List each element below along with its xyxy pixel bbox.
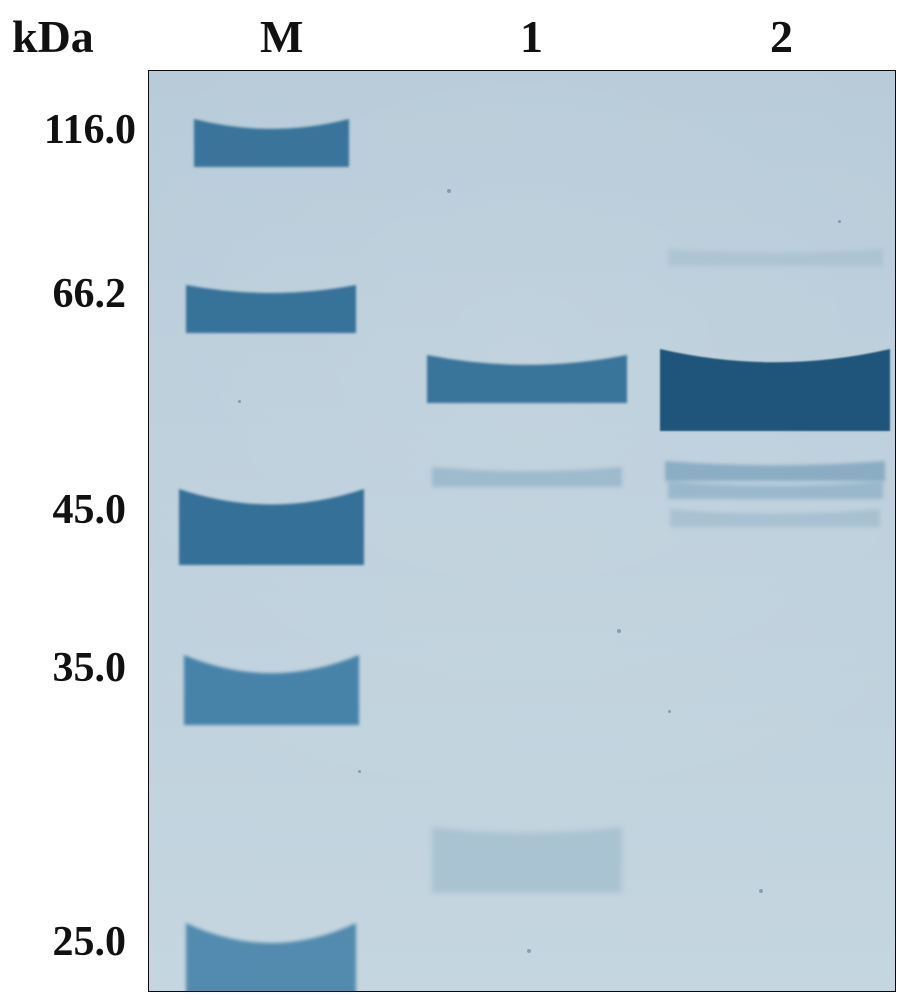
band-lane1-main-55kda <box>427 355 627 403</box>
band-lane2-minor-47kda-b <box>668 481 883 499</box>
gel-speck <box>238 400 241 403</box>
gel-speck <box>447 189 451 193</box>
lane-header-2: 2 <box>770 10 793 63</box>
unit-label-kda: kDa <box>12 10 94 63</box>
band-marker-45 <box>179 489 364 565</box>
mw-label-116: 116.0 <box>44 106 136 154</box>
band-marker-25 <box>186 923 356 992</box>
mw-label-66: 66.2 <box>53 270 127 318</box>
band-lane2-faint-70kda <box>668 249 883 266</box>
band-marker-116 <box>194 119 349 167</box>
band-lane1-smear-28kda <box>432 827 622 893</box>
gel-speck <box>527 949 531 953</box>
gel-speck <box>668 710 671 713</box>
band-marker-66 <box>186 285 356 333</box>
mw-label-35: 35.0 <box>53 644 127 692</box>
lane-header-1: 1 <box>520 10 543 63</box>
band-marker-35 <box>184 655 359 725</box>
lane-headers: kDa M 1 2 <box>0 0 901 70</box>
gel-speck <box>358 770 361 773</box>
mw-label-45: 45.0 <box>53 486 127 534</box>
gel-speck <box>838 220 841 223</box>
sds-page-gel-figure: kDa M 1 2 116.0 66.2 45.0 35.0 25.0 <box>0 0 901 1000</box>
gel-speck <box>759 889 763 893</box>
band-lane2-main-55kda <box>660 349 890 431</box>
gel-image <box>148 70 896 992</box>
mw-label-25: 25.0 <box>53 918 127 966</box>
band-lane2-minor-44kda <box>670 509 880 527</box>
lane-header-marker: M <box>260 10 303 63</box>
gel-speck <box>617 629 621 633</box>
band-lane1-faint-47kda <box>432 467 622 487</box>
band-lane2-minor-47kda-a <box>665 461 885 481</box>
